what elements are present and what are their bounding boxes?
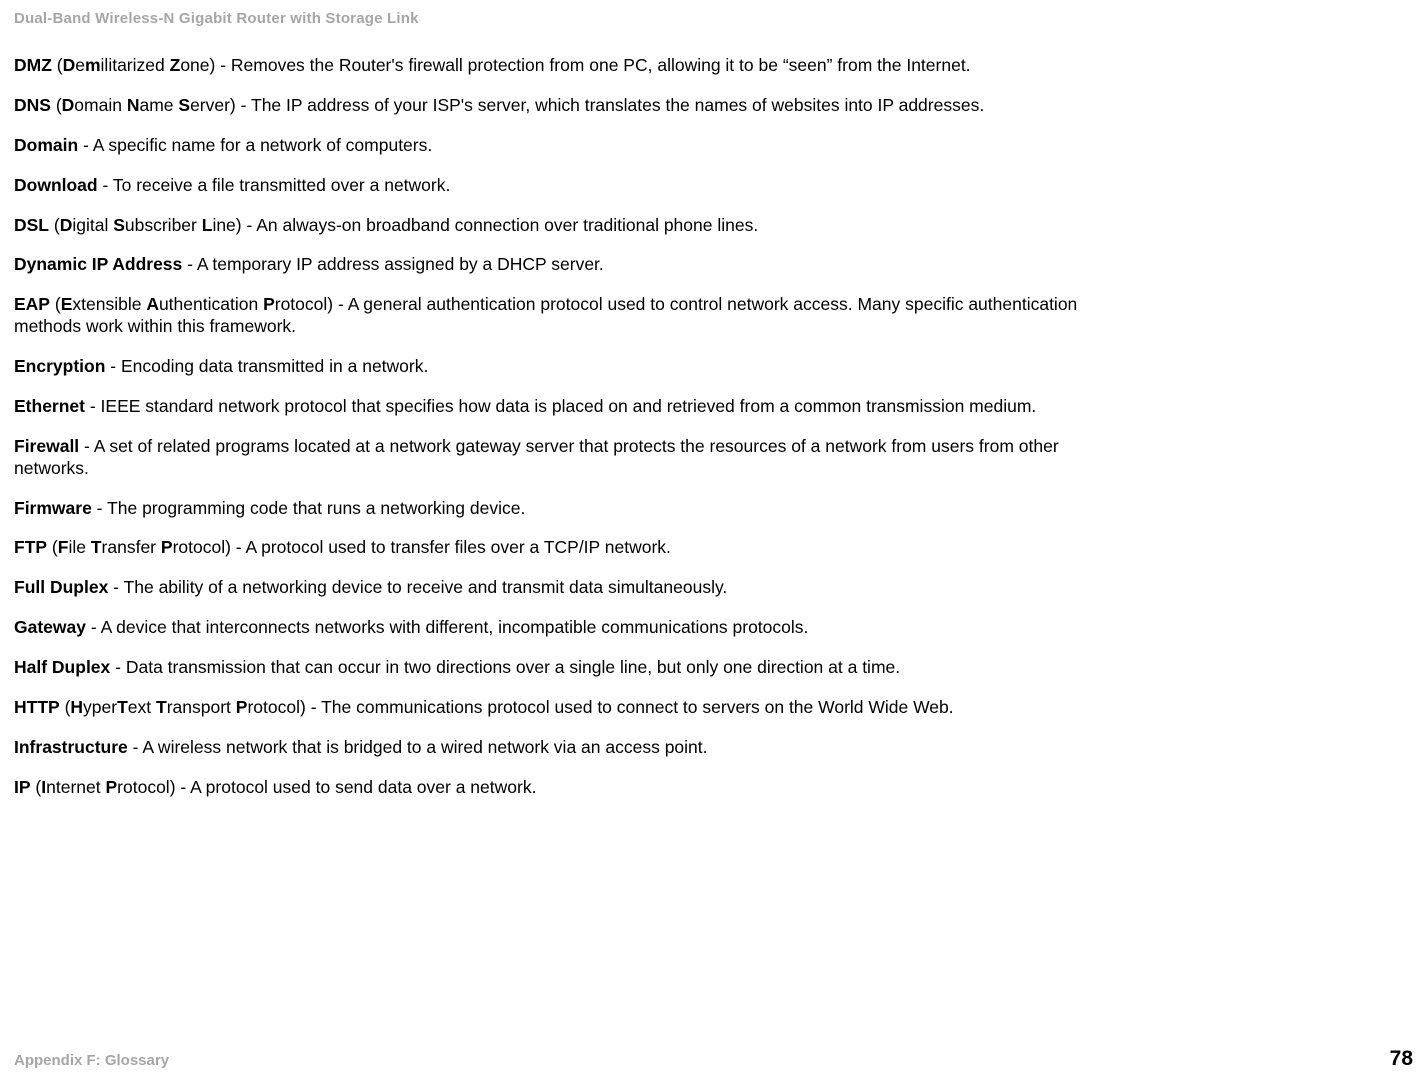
- glossary-definition: - A temporary IP address assigned by a D…: [182, 254, 604, 274]
- glossary-entry: EAP (Extensible Authentication Protocol)…: [14, 294, 1094, 338]
- glossary-entry: Half Duplex - Data transmission that can…: [14, 657, 1094, 679]
- glossary-definition: - An always-on broadband connection over…: [242, 215, 759, 235]
- glossary-term: FTP: [14, 537, 47, 557]
- glossary-entry: Full Duplex - The ability of a networkin…: [14, 577, 1094, 599]
- glossary-entry: Dynamic IP Address - A temporary IP addr…: [14, 254, 1094, 276]
- glossary-term: Ethernet: [14, 396, 85, 416]
- glossary-definition: - The IP address of your ISP's server, w…: [236, 95, 984, 115]
- glossary-term: DMZ: [14, 55, 52, 75]
- footer-page-number: 78: [1390, 1047, 1413, 1071]
- glossary-expansion: (Extensible Authentication Protocol): [50, 294, 333, 314]
- glossary-content: DMZ (Demilitarized Zone) - Removes the R…: [14, 55, 1094, 799]
- glossary-definition: - A specific name for a network of compu…: [78, 135, 432, 155]
- glossary-entry: Firewall - A set of related programs loc…: [14, 436, 1094, 480]
- glossary-term: Dynamic IP Address: [14, 254, 182, 274]
- glossary-definition: - IEEE standard network protocol that sp…: [85, 396, 1036, 416]
- glossary-term: Full Duplex: [14, 577, 108, 597]
- glossary-definition: - A device that interconnects networks w…: [86, 617, 808, 637]
- glossary-term: IP: [14, 777, 31, 797]
- glossary-term: Infrastructure: [14, 737, 128, 757]
- footer-appendix-label: Appendix F: Glossary: [14, 1052, 169, 1069]
- glossary-expansion: (Internet Protocol): [31, 777, 176, 797]
- glossary-entry: DMZ (Demilitarized Zone) - Removes the R…: [14, 55, 1094, 77]
- glossary-term: DSL: [14, 215, 49, 235]
- glossary-term: Firewall: [14, 436, 79, 456]
- page-footer: Appendix F: Glossary 78: [14, 1047, 1413, 1071]
- glossary-definition: - Removes the Router's firewall protecti…: [215, 55, 970, 75]
- glossary-entry: Ethernet - IEEE standard network protoco…: [14, 396, 1094, 418]
- glossary-entry: Domain - A specific name for a network o…: [14, 135, 1094, 157]
- glossary-definition: - To receive a file transmitted over a n…: [98, 175, 451, 195]
- glossary-entry: Download - To receive a file transmitted…: [14, 175, 1094, 197]
- glossary-expansion: (HyperText Transport Protocol): [60, 697, 306, 717]
- glossary-entry: Encryption - Encoding data transmitted i…: [14, 356, 1094, 378]
- glossary-entry: Gateway - A device that interconnects ne…: [14, 617, 1094, 639]
- glossary-term: EAP: [14, 294, 50, 314]
- glossary-definition: - A set of related programs located at a…: [14, 436, 1059, 478]
- glossary-term: Download: [14, 175, 98, 195]
- glossary-expansion: (Digital Subscriber Line): [49, 215, 242, 235]
- glossary-expansion: (File Transfer Protocol): [47, 537, 231, 557]
- document-header: Dual-Band Wireless-N Gigabit Router with…: [14, 10, 1413, 27]
- glossary-definition: - The communications protocol used to co…: [306, 697, 954, 717]
- glossary-term: Firmware: [14, 498, 92, 518]
- glossary-definition: - Encoding data transmitted in a network…: [105, 356, 428, 376]
- glossary-term: Gateway: [14, 617, 86, 637]
- glossary-term: Half Duplex: [14, 657, 110, 677]
- glossary-term: Domain: [14, 135, 78, 155]
- glossary-expansion: (Domain Name Server): [51, 95, 236, 115]
- glossary-entry: DNS (Domain Name Server) - The IP addres…: [14, 95, 1094, 117]
- glossary-entry: IP (Internet Protocol) - A protocol used…: [14, 777, 1094, 799]
- glossary-term: Encryption: [14, 356, 105, 376]
- glossary-entry: HTTP (HyperText Transport Protocol) - Th…: [14, 697, 1094, 719]
- glossary-definition: - The ability of a networking device to …: [108, 577, 727, 597]
- glossary-term: HTTP: [14, 697, 60, 717]
- glossary-entry: Infrastructure - A wireless network that…: [14, 737, 1094, 759]
- glossary-term: DNS: [14, 95, 51, 115]
- glossary-definition: - Data transmission that can occur in tw…: [110, 657, 900, 677]
- glossary-entry: Firmware - The programming code that run…: [14, 498, 1094, 520]
- glossary-definition: - A wireless network that is bridged to …: [128, 737, 708, 757]
- glossary-entry: DSL (Digital Subscriber Line) - An alway…: [14, 215, 1094, 237]
- glossary-definition: - A protocol used to transfer files over…: [231, 537, 671, 557]
- glossary-definition: - The programming code that runs a netwo…: [92, 498, 526, 518]
- glossary-definition: - A protocol used to send data over a ne…: [176, 777, 537, 797]
- glossary-entry: FTP (File Transfer Protocol) - A protoco…: [14, 537, 1094, 559]
- glossary-expansion: (Demilitarized Zone): [52, 55, 215, 75]
